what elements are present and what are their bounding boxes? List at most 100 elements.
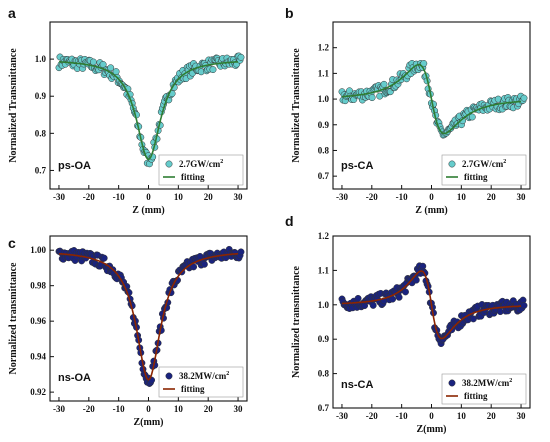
data-point xyxy=(209,66,217,74)
x-tick-label: 0 xyxy=(429,411,434,421)
x-tick-label: 20 xyxy=(487,192,497,202)
y-tick-label: 1.0 xyxy=(318,300,330,310)
y-axis-title: Normalized Transmittance xyxy=(8,48,19,163)
y-tick-label: 1.00 xyxy=(30,245,46,255)
x-tick-label: 20 xyxy=(487,411,497,421)
plot-area xyxy=(338,262,528,348)
legend-label-sup: 2 xyxy=(220,159,223,165)
x-axis-title: Z (mm) xyxy=(132,205,165,216)
x-tick-label: -30 xyxy=(336,411,348,421)
y-axis-title: Normalized transmittance xyxy=(8,262,19,374)
fit-line xyxy=(58,61,239,161)
x-tick-label: 10 xyxy=(457,192,467,202)
legend-box xyxy=(441,373,527,405)
data-point xyxy=(520,94,528,102)
panel-letter: d xyxy=(285,213,294,229)
fit-line xyxy=(342,63,522,135)
y-tick-label: 0.96 xyxy=(30,316,46,326)
x-tick-label: -20 xyxy=(366,411,378,421)
x-tick-label: -10 xyxy=(113,404,125,414)
x-tick-label: 30 xyxy=(517,192,527,202)
legend-label-sup: 2 xyxy=(509,378,512,384)
panel-letter: a xyxy=(8,5,16,21)
legend-marker xyxy=(165,160,173,168)
x-tick-label: 20 xyxy=(204,404,214,414)
panel-tag: ps-OA xyxy=(58,160,91,172)
panel-d: -30 -20 -10 0 10 20 30 0.7 0.8 0.9 1.0 1.1 1.2 Z(mm) N… xyxy=(285,213,531,435)
legend-label-data: 2.7GW/cm2 xyxy=(462,159,506,169)
data-point xyxy=(112,68,120,76)
legend-box xyxy=(441,154,527,186)
x-tick-label: 30 xyxy=(517,411,527,421)
x-axis-title: Z (mm) xyxy=(415,205,448,216)
x-tick-label: -30 xyxy=(53,192,65,202)
data-point xyxy=(368,94,376,102)
y-tick-label: 0.8 xyxy=(318,369,330,379)
plot-area xyxy=(55,245,245,387)
y-tick-label: 0.94 xyxy=(30,352,46,362)
x-tick-label: -30 xyxy=(53,404,65,414)
y-tick-label: 0.7 xyxy=(35,165,47,175)
data-point xyxy=(89,58,97,66)
x-tick-label: -30 xyxy=(336,192,348,202)
legend: 2.7GW/cm2 fitting xyxy=(441,154,527,186)
x-tick-label: 0 xyxy=(146,192,151,202)
y-tick-label: 1.2 xyxy=(318,231,330,241)
data-point xyxy=(520,302,528,309)
x-tick-label: -20 xyxy=(83,192,95,202)
data-point xyxy=(402,288,409,296)
x-tick-label: 10 xyxy=(457,411,467,421)
x-tick-label: -20 xyxy=(83,404,95,414)
panel-c: -30 -20 -10 0 10 20 30 0.92 0.94 0.96 0.98 1.00 Z(mm… xyxy=(8,235,248,428)
x-axis-title: Z(mm) xyxy=(134,417,164,428)
legend: 2.7GW/cm2 fitting xyxy=(158,154,244,186)
legend-label-fit: fitting xyxy=(464,172,488,182)
legend: 38.2MW/cm2 fitting xyxy=(441,373,527,405)
legend-box xyxy=(158,366,244,398)
y-tick-label: 1.0 xyxy=(318,94,330,104)
x-tick-label: 30 xyxy=(234,192,244,202)
data-point xyxy=(107,64,115,72)
y-tick-label: 1.1 xyxy=(318,68,330,78)
panel-letter: c xyxy=(8,235,16,251)
x-tick-label: 30 xyxy=(234,404,244,414)
data-point xyxy=(369,301,377,309)
legend-label-fit: fitting xyxy=(181,172,205,182)
y-tick-label: 0.9 xyxy=(318,334,330,344)
data-point xyxy=(200,260,208,268)
legend-marker xyxy=(448,160,456,168)
y-tick-label: 0.7 xyxy=(318,403,330,413)
data-point xyxy=(99,61,107,68)
panel-a: -30 -20 -10 0 10 20 30 0.7 0.8 0.9 1.0 Z (mm) Normal… xyxy=(8,5,248,216)
y-tick-label: 0.9 xyxy=(318,120,330,130)
x-axis-title: Z(mm) xyxy=(417,424,447,435)
legend-label-fit: fitting xyxy=(464,391,488,401)
x-tick-label: 20 xyxy=(204,192,214,202)
legend-label-sup: 2 xyxy=(503,159,506,165)
data-point xyxy=(412,276,420,284)
y-axis-title: Normalized Transmittance xyxy=(291,48,302,163)
x-tick-label: -20 xyxy=(366,192,378,202)
data-point xyxy=(420,60,428,67)
panel-b: -30 -20 -10 0 10 20 30 0.7 0.8 0.9 1.0 1.1 1.2 Z (mm)… xyxy=(285,5,531,216)
x-tick-label: -10 xyxy=(396,411,408,421)
legend-label-data: 38.2MW/cm2 xyxy=(179,371,229,381)
panel-tag: ps-CA xyxy=(341,160,373,172)
plot-area xyxy=(338,60,528,139)
data-point xyxy=(237,53,245,61)
legend-box xyxy=(158,154,244,186)
data-point xyxy=(395,293,403,301)
y-axis-title: Normalized transmittance xyxy=(291,265,302,377)
x-tick-label: -10 xyxy=(113,192,125,202)
y-tick-label: 0.98 xyxy=(30,281,46,291)
data-point xyxy=(100,254,108,262)
y-tick-label: 0.8 xyxy=(35,128,47,138)
y-tick-label: 0.7 xyxy=(318,171,330,181)
data-point xyxy=(419,262,427,270)
x-tick-label: -10 xyxy=(396,192,408,202)
fit-line xyxy=(341,270,522,340)
data-point xyxy=(468,113,476,121)
x-tick-label: 0 xyxy=(429,192,434,202)
y-tick-label: 0.8 xyxy=(318,145,330,155)
